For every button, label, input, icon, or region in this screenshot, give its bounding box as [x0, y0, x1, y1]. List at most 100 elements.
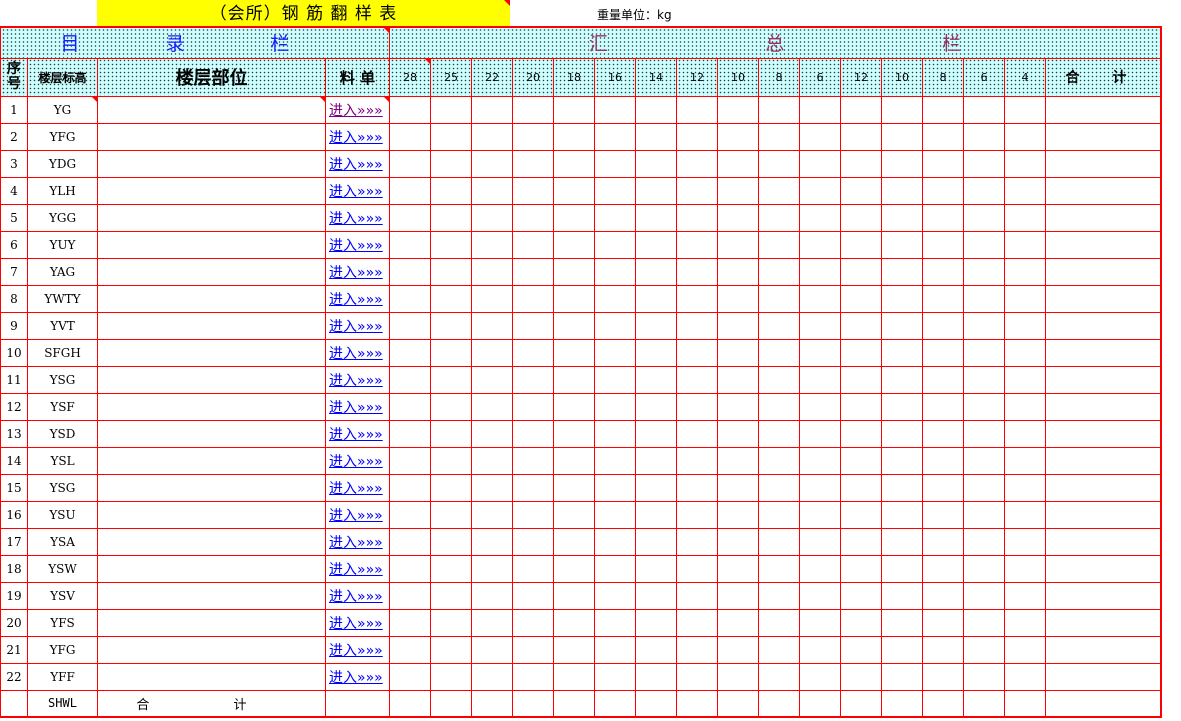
row-total-cell[interactable]	[1045, 554, 1162, 583]
weight-cell[interactable]	[963, 581, 1006, 610]
weight-cell[interactable]	[963, 176, 1006, 205]
weight-cell[interactable]	[799, 176, 842, 205]
row-total-cell[interactable]	[1045, 662, 1162, 691]
weight-cell[interactable]	[717, 635, 760, 664]
weight-cell[interactable]	[1004, 392, 1047, 421]
weight-cell[interactable]	[512, 473, 555, 502]
weight-cell[interactable]	[430, 581, 473, 610]
weight-cell[interactable]	[594, 554, 637, 583]
weight-cell[interactable]	[758, 473, 801, 502]
weight-cell[interactable]	[799, 608, 842, 637]
weight-cell[interactable]	[799, 527, 842, 556]
weight-cell[interactable]	[840, 662, 883, 691]
weight-cell[interactable]	[758, 95, 801, 124]
enter-link[interactable]: 进入»»»	[329, 372, 383, 389]
weight-cell[interactable]	[430, 554, 473, 583]
weight-cell[interactable]	[389, 257, 432, 286]
row-total-cell[interactable]	[1045, 608, 1162, 637]
weight-cell[interactable]	[963, 392, 1006, 421]
weight-cell[interactable]	[1004, 365, 1047, 394]
weight-cell[interactable]	[717, 95, 760, 124]
weight-cell[interactable]	[1004, 473, 1047, 502]
weight-cell[interactable]	[717, 122, 760, 151]
row-total-cell[interactable]	[1045, 392, 1162, 421]
enter-link[interactable]: 进入»»»	[329, 615, 383, 632]
weight-cell[interactable]	[758, 635, 801, 664]
weight-cell[interactable]	[840, 122, 883, 151]
total-cell[interactable]	[963, 689, 1006, 718]
floor-part-cell[interactable]	[97, 122, 326, 151]
weight-cell[interactable]	[1004, 149, 1047, 178]
weight-cell[interactable]	[389, 176, 432, 205]
weight-cell[interactable]	[389, 311, 432, 340]
weight-cell[interactable]	[676, 392, 719, 421]
row-total-cell[interactable]	[1045, 203, 1162, 232]
weight-cell[interactable]	[758, 608, 801, 637]
row-total-cell[interactable]	[1045, 311, 1162, 340]
weight-cell[interactable]	[594, 581, 637, 610]
weight-cell[interactable]	[963, 230, 1006, 259]
weight-cell[interactable]	[840, 473, 883, 502]
weight-cell[interactable]	[881, 608, 924, 637]
weight-cell[interactable]	[922, 284, 965, 313]
weight-cell[interactable]	[840, 149, 883, 178]
floor-part-cell[interactable]	[97, 446, 326, 475]
weight-cell[interactable]	[430, 662, 473, 691]
enter-link[interactable]: 进入»»»	[329, 399, 383, 416]
weight-cell[interactable]	[963, 338, 1006, 367]
weight-cell[interactable]	[881, 338, 924, 367]
weight-cell[interactable]	[635, 230, 678, 259]
weight-cell[interactable]	[840, 500, 883, 529]
weight-cell[interactable]	[717, 608, 760, 637]
weight-cell[interactable]	[594, 446, 637, 475]
weight-cell[interactable]	[553, 527, 596, 556]
weight-cell[interactable]	[1004, 446, 1047, 475]
weight-cell[interactable]	[922, 149, 965, 178]
weight-cell[interactable]	[840, 284, 883, 313]
material-link-cell[interactable]: 进入»»»	[324, 473, 391, 502]
material-link-cell[interactable]: 进入»»»	[324, 284, 391, 313]
weight-cell[interactable]	[512, 635, 555, 664]
weight-cell[interactable]	[635, 419, 678, 448]
total-cell[interactable]	[1045, 689, 1162, 718]
weight-cell[interactable]	[922, 554, 965, 583]
weight-cell[interactable]	[512, 176, 555, 205]
weight-cell[interactable]	[758, 338, 801, 367]
weight-cell[interactable]	[881, 365, 924, 394]
weight-cell[interactable]	[635, 203, 678, 232]
row-total-cell[interactable]	[1045, 473, 1162, 502]
weight-cell[interactable]	[1004, 311, 1047, 340]
weight-cell[interactable]	[717, 338, 760, 367]
weight-cell[interactable]	[840, 95, 883, 124]
enter-link[interactable]: 进入»»»	[329, 183, 383, 200]
floor-elev-cell[interactable]: YAG	[27, 257, 98, 286]
weight-cell[interactable]	[594, 311, 637, 340]
weight-cell[interactable]	[840, 230, 883, 259]
weight-cell[interactable]	[430, 284, 473, 313]
weight-cell[interactable]	[430, 446, 473, 475]
weight-cell[interactable]	[553, 176, 596, 205]
material-link-cell[interactable]: 进入»»»	[324, 527, 391, 556]
weight-cell[interactable]	[881, 284, 924, 313]
weight-cell[interactable]	[389, 473, 432, 502]
enter-link[interactable]: 进入»»»	[329, 318, 383, 335]
weight-cell[interactable]	[799, 311, 842, 340]
material-link-cell[interactable]: 进入»»»	[324, 392, 391, 421]
weight-cell[interactable]	[512, 95, 555, 124]
weight-cell[interactable]	[389, 608, 432, 637]
floor-part-cell[interactable]	[97, 338, 326, 367]
floor-part-cell[interactable]	[97, 149, 326, 178]
floor-part-cell[interactable]	[97, 176, 326, 205]
weight-cell[interactable]	[799, 500, 842, 529]
weight-cell[interactable]	[799, 122, 842, 151]
weight-cell[interactable]	[881, 527, 924, 556]
weight-cell[interactable]	[430, 608, 473, 637]
weight-cell[interactable]	[881, 662, 924, 691]
weight-cell[interactable]	[758, 122, 801, 151]
floor-elev-cell[interactable]: YSL	[27, 446, 98, 475]
weight-cell[interactable]	[717, 149, 760, 178]
weight-cell[interactable]	[799, 446, 842, 475]
floor-elev-cell[interactable]: SFGH	[27, 338, 98, 367]
weight-cell[interactable]	[553, 446, 596, 475]
weight-cell[interactable]	[963, 203, 1006, 232]
